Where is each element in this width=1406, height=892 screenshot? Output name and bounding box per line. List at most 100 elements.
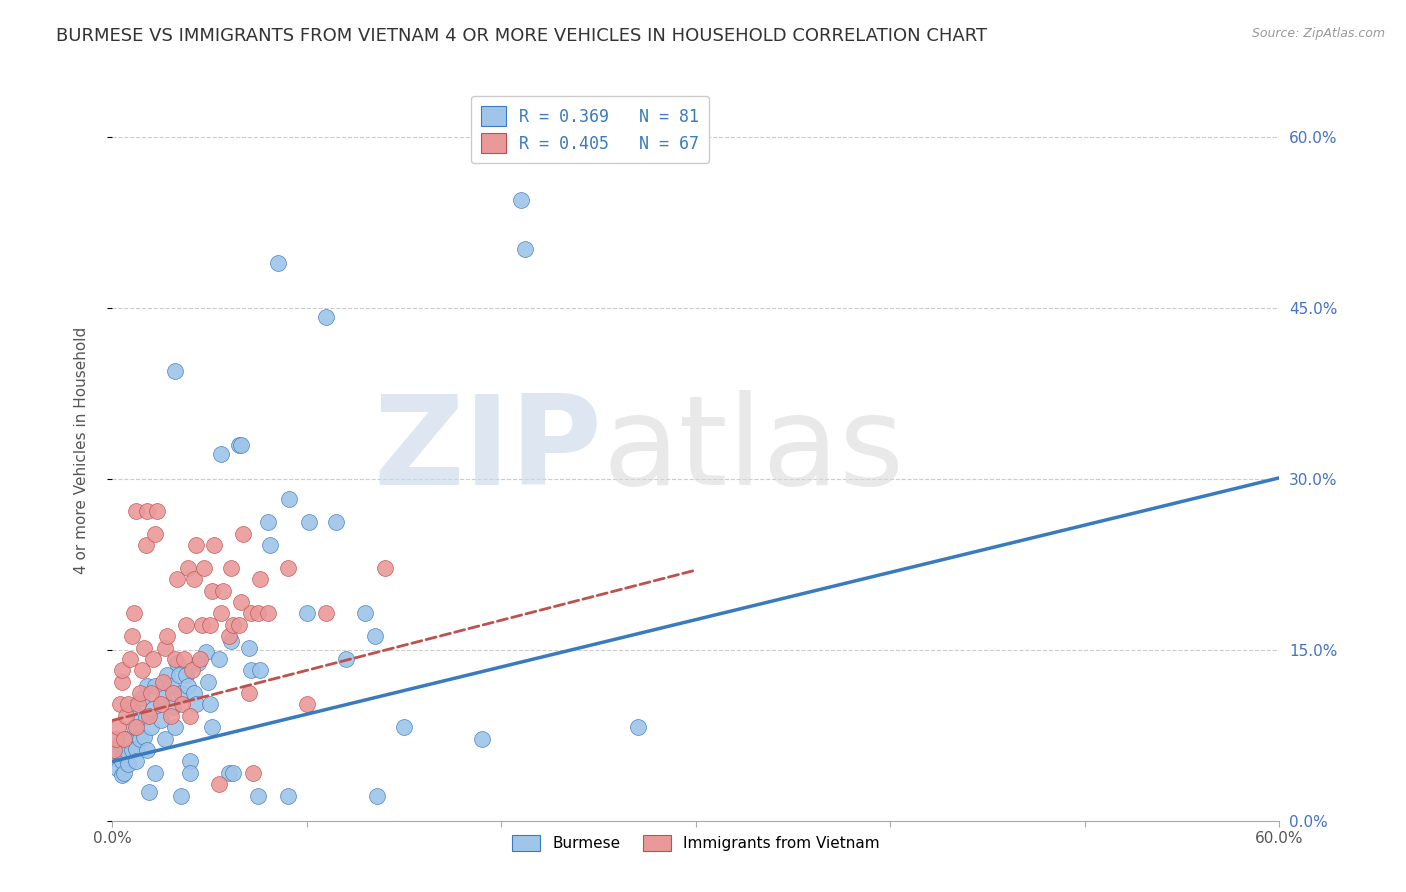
Point bbox=[238, 640, 260, 655]
Point bbox=[150, 698, 173, 712]
Point bbox=[276, 561, 298, 575]
Point bbox=[166, 657, 188, 671]
Point bbox=[162, 699, 184, 714]
Point bbox=[257, 515, 280, 529]
Point bbox=[208, 777, 231, 791]
Point bbox=[122, 607, 145, 621]
Point bbox=[107, 745, 129, 759]
Point bbox=[627, 720, 650, 734]
Point bbox=[107, 763, 129, 777]
Point bbox=[177, 679, 200, 693]
Point bbox=[229, 595, 252, 609]
Point bbox=[238, 686, 260, 700]
Point bbox=[181, 663, 204, 677]
Point bbox=[374, 561, 396, 575]
Point bbox=[366, 789, 388, 803]
Point bbox=[141, 720, 163, 734]
Point bbox=[136, 743, 159, 757]
Point bbox=[153, 731, 176, 746]
Text: Source: ZipAtlas.com: Source: ZipAtlas.com bbox=[1251, 27, 1385, 40]
Point bbox=[315, 607, 337, 621]
Point bbox=[118, 652, 141, 666]
Point bbox=[179, 709, 201, 723]
Point bbox=[150, 714, 173, 728]
Point bbox=[295, 607, 318, 621]
Point bbox=[111, 768, 134, 782]
Point bbox=[276, 789, 298, 803]
Point bbox=[118, 734, 141, 748]
Text: atlas: atlas bbox=[603, 390, 904, 511]
Point bbox=[132, 731, 155, 745]
Point bbox=[146, 504, 169, 518]
Point bbox=[228, 438, 250, 452]
Point bbox=[228, 617, 250, 632]
Point bbox=[125, 720, 148, 734]
Point bbox=[201, 583, 224, 598]
Point bbox=[177, 561, 200, 575]
Point bbox=[198, 617, 221, 632]
Point bbox=[160, 679, 183, 693]
Point bbox=[247, 789, 270, 803]
Point bbox=[128, 731, 150, 746]
Point bbox=[103, 751, 125, 765]
Text: ZIP: ZIP bbox=[374, 390, 603, 511]
Point bbox=[222, 765, 245, 780]
Point bbox=[127, 698, 149, 712]
Point bbox=[115, 709, 138, 723]
Point bbox=[117, 698, 139, 712]
Point bbox=[142, 652, 165, 666]
Point bbox=[335, 652, 357, 666]
Point bbox=[354, 607, 377, 621]
Point bbox=[197, 674, 219, 689]
Point bbox=[191, 617, 214, 632]
Text: BURMESE VS IMMIGRANTS FROM VIETNAM 4 OR MORE VEHICLES IN HOUSEHOLD CORRELATION C: BURMESE VS IMMIGRANTS FROM VIETNAM 4 OR … bbox=[56, 27, 987, 45]
Point bbox=[176, 668, 198, 682]
Point bbox=[138, 709, 160, 723]
Point bbox=[162, 686, 184, 700]
Point bbox=[218, 765, 240, 780]
Point bbox=[169, 686, 191, 700]
Point bbox=[193, 561, 215, 575]
Point bbox=[136, 504, 159, 518]
Point bbox=[110, 698, 132, 712]
Point bbox=[115, 731, 138, 746]
Point bbox=[125, 755, 148, 769]
Point bbox=[183, 572, 205, 586]
Point bbox=[111, 674, 134, 689]
Point bbox=[169, 789, 191, 803]
Point bbox=[105, 731, 128, 746]
Y-axis label: 4 or more Vehicles in Household: 4 or more Vehicles in Household bbox=[75, 326, 89, 574]
Point bbox=[513, 242, 536, 256]
Point bbox=[184, 538, 207, 552]
Point bbox=[112, 747, 135, 762]
Point bbox=[239, 607, 262, 621]
Point bbox=[152, 674, 174, 689]
Point bbox=[183, 686, 205, 700]
Point bbox=[201, 720, 224, 734]
Point bbox=[212, 583, 235, 598]
Point bbox=[121, 629, 143, 643]
Point bbox=[202, 538, 225, 552]
Point bbox=[239, 663, 262, 677]
Point bbox=[229, 438, 252, 452]
Point bbox=[135, 710, 157, 724]
Point bbox=[117, 756, 139, 771]
Point bbox=[131, 663, 153, 677]
Point bbox=[127, 709, 149, 723]
Point bbox=[298, 515, 321, 529]
Point bbox=[257, 607, 280, 621]
Point bbox=[125, 504, 148, 518]
Point bbox=[242, 765, 264, 780]
Point bbox=[115, 743, 138, 757]
Point bbox=[176, 617, 198, 632]
Point bbox=[198, 698, 221, 712]
Point bbox=[112, 731, 135, 746]
Point bbox=[121, 743, 143, 757]
Point bbox=[218, 629, 240, 643]
Point bbox=[163, 652, 186, 666]
Point bbox=[187, 657, 209, 671]
Point bbox=[138, 785, 160, 799]
Point bbox=[184, 698, 207, 712]
Point bbox=[143, 679, 166, 693]
Point bbox=[208, 652, 231, 666]
